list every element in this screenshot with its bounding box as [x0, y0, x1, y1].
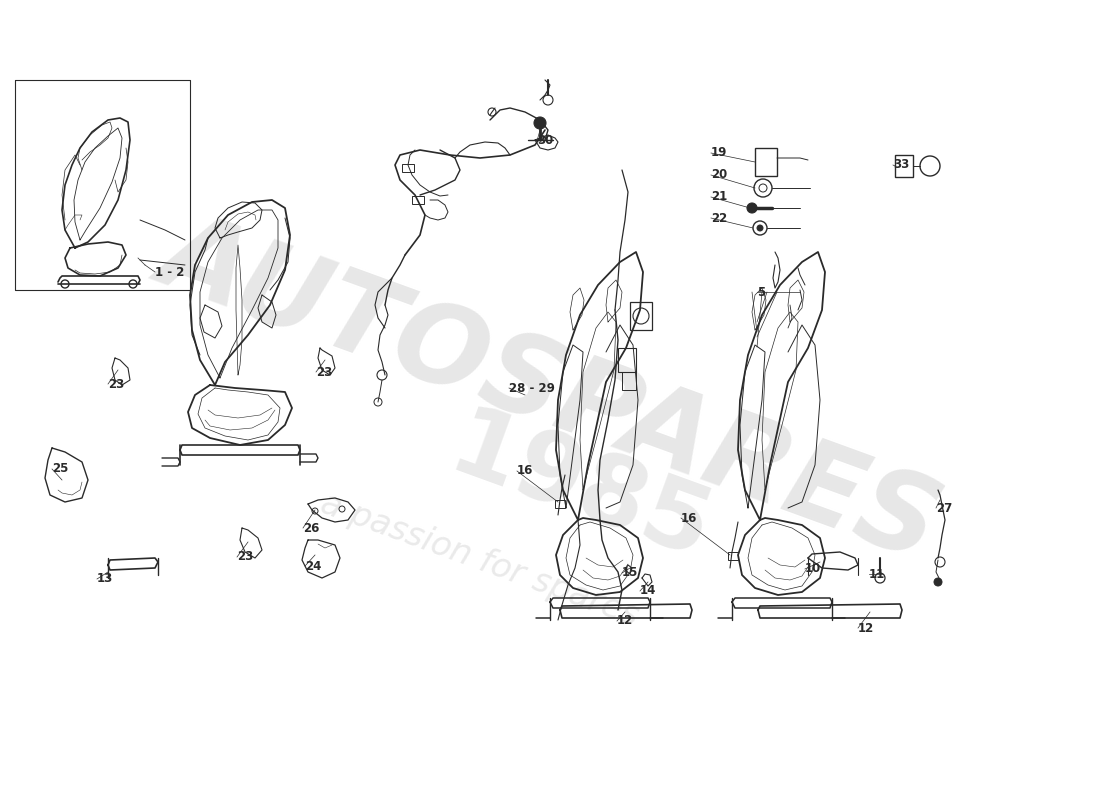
Text: 22: 22	[711, 211, 727, 225]
Text: 11: 11	[869, 567, 886, 581]
Circle shape	[934, 578, 942, 586]
Text: 33: 33	[893, 158, 910, 171]
Bar	[621, 372, 636, 390]
Text: 20: 20	[711, 169, 727, 182]
Text: 28 - 29: 28 - 29	[509, 382, 554, 394]
Text: AUTOSPARES: AUTOSPARES	[146, 199, 954, 581]
Text: 16: 16	[681, 511, 697, 525]
Bar	[630, 302, 652, 330]
Circle shape	[747, 203, 757, 213]
Text: 14: 14	[640, 585, 657, 598]
Text: 12: 12	[617, 614, 634, 627]
Text: 1 - 2: 1 - 2	[155, 266, 185, 278]
Text: 19: 19	[711, 146, 727, 159]
Bar	[895, 155, 913, 177]
Text: 23: 23	[316, 366, 332, 378]
Circle shape	[757, 225, 763, 231]
Text: 5: 5	[757, 286, 766, 298]
Text: 27: 27	[936, 502, 953, 514]
Text: 1985: 1985	[437, 400, 723, 580]
Circle shape	[534, 117, 546, 129]
Text: 23: 23	[236, 550, 253, 563]
Text: 21: 21	[711, 190, 727, 203]
Text: 30: 30	[537, 134, 553, 147]
Text: 25: 25	[52, 462, 68, 475]
Bar	[755, 148, 777, 176]
Text: 16: 16	[517, 465, 534, 478]
Bar	[556, 500, 565, 508]
Bar	[728, 552, 738, 560]
Text: 10: 10	[805, 562, 822, 575]
Bar	[412, 196, 424, 204]
Bar	[618, 348, 636, 372]
Text: 15: 15	[621, 566, 638, 579]
Text: a passion for spares: a passion for spares	[317, 487, 644, 633]
Text: 12: 12	[858, 622, 874, 634]
Text: 23: 23	[108, 378, 124, 390]
Text: 26: 26	[302, 522, 319, 534]
Text: 13: 13	[97, 573, 113, 586]
Bar	[402, 164, 414, 172]
Text: 24: 24	[305, 559, 321, 573]
